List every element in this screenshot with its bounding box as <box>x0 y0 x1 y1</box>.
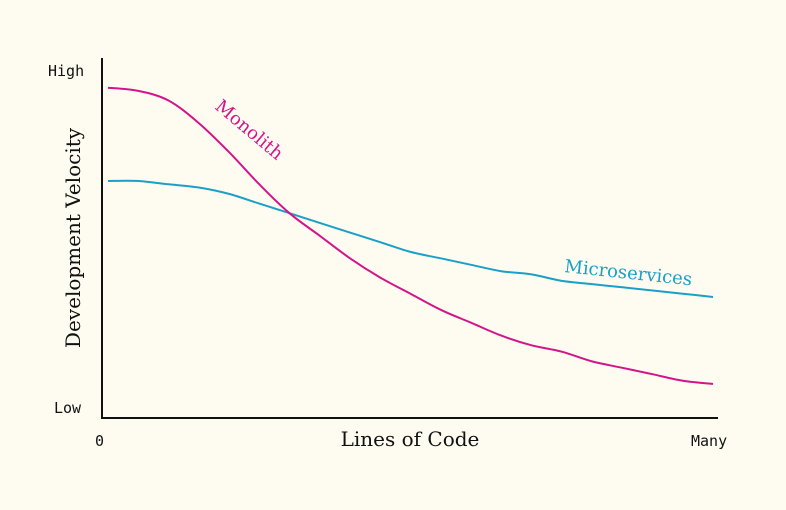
series-label-microservices: Microservices <box>563 256 693 290</box>
series-label-monolith: Monolith <box>211 96 288 165</box>
series-line-microservices <box>107 179 714 298</box>
y-axis-label: Development Velocity <box>61 127 85 348</box>
y-tick-label-low: Low <box>54 399 82 417</box>
series-line-monolith <box>107 86 714 385</box>
y-tick-label-high: High <box>48 62 84 80</box>
x-tick-label-zero: 0 <box>95 432 104 450</box>
x-tick-label-many: Many <box>691 432 727 450</box>
x-axis-label: Lines of Code <box>341 427 480 451</box>
